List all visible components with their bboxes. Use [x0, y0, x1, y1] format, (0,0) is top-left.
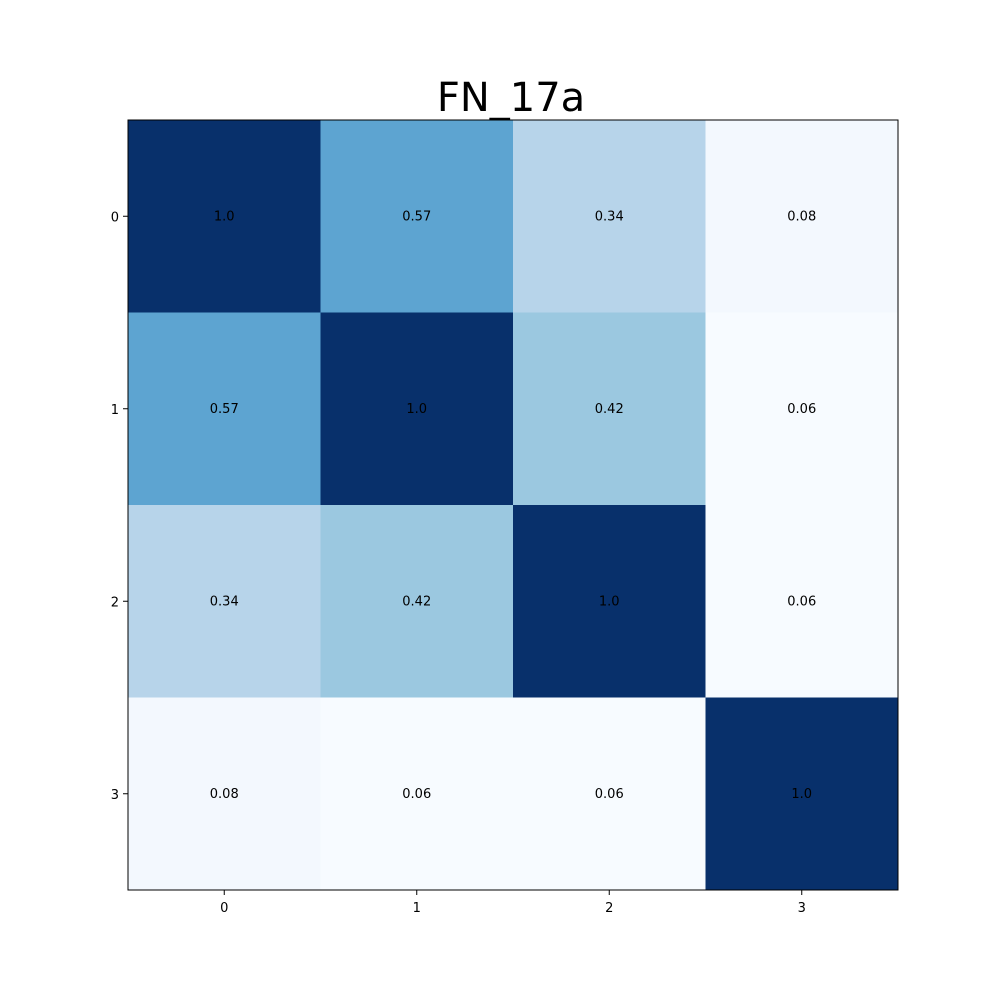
cell-value-label-r2-c1: 0.42 — [402, 594, 431, 609]
cell-value-label-r3-c3: 1.0 — [791, 787, 812, 802]
heatmap-cell-r2-c0 — [128, 505, 321, 698]
cell-value-label-r0-c0: 1.0 — [214, 209, 235, 224]
cell-value-label-r0-c3: 0.08 — [787, 209, 816, 224]
heatmap-cell-r2-c3 — [705, 505, 899, 698]
heatmap-cell-r1-c3 — [705, 312, 899, 506]
cell-value-label-r3-c1: 0.06 — [402, 787, 431, 802]
heatmap-cell-r1-c2 — [513, 312, 706, 506]
heatmap-cell-r3-c2 — [513, 697, 706, 891]
heatmap-cell-r1-c1 — [320, 312, 514, 506]
heatmap-cell-labels: 1.0 0.57 0.34 0.08 0.57 1.0 0.42 0.06 0.34 0.42 1.… — [210, 209, 816, 802]
cell-value-label-r2-c3: 0.06 — [787, 594, 816, 609]
heatmap-cell-r3-c1 — [320, 697, 514, 891]
x-tick-label-1: 1 — [413, 901, 421, 916]
x-tick-label-2: 2 — [605, 901, 613, 916]
cell-value-label-r3-c2: 0.06 — [595, 787, 624, 802]
cell-value-label-r1-c3: 0.06 — [787, 402, 816, 417]
chart-title: FN_17a — [437, 75, 585, 121]
y-tick-label-1: 1 — [111, 403, 119, 418]
plot-frame — [127, 119, 899, 891]
cell-value-label-r2-c2: 1.0 — [599, 594, 620, 609]
y-tick-label-3: 3 — [111, 788, 119, 803]
x-tick-label-3: 3 — [798, 901, 806, 916]
cell-value-label-r2-c0: 0.34 — [210, 594, 239, 609]
cell-value-label-r3-c0: 0.08 — [210, 787, 239, 802]
x-axis: 0 1 2 3 — [220, 890, 806, 916]
heatmap-cells — [128, 120, 899, 891]
heatmap-cell-r2-c1 — [320, 505, 514, 698]
y-axis: 0 1 2 3 — [111, 210, 128, 803]
heatmap-cell-r1-c0 — [128, 312, 321, 506]
heatmap-cell-r3-c0 — [128, 697, 321, 891]
cell-value-label-r0-c2: 0.34 — [595, 209, 624, 224]
heatmap-cell-r0-c1 — [320, 120, 514, 313]
y-tick-label-0: 0 — [111, 210, 119, 225]
heatmap-cell-r0-c3 — [705, 120, 899, 313]
heatmap-cell-r2-c2 — [513, 505, 706, 698]
cell-value-label-r1-c2: 0.42 — [595, 402, 624, 417]
x-tick-label-0: 0 — [220, 901, 228, 916]
heatmap-cell-r0-c2 — [513, 120, 706, 313]
cell-value-label-r1-c0: 0.57 — [210, 402, 239, 417]
heatmap-cell-r0-c0 — [128, 120, 321, 313]
cell-value-label-r0-c1: 0.57 — [402, 209, 431, 224]
cell-value-label-r1-c1: 1.0 — [406, 402, 427, 417]
heatmap-cell-r3-c3 — [705, 697, 899, 891]
y-tick-label-2: 2 — [111, 595, 119, 610]
